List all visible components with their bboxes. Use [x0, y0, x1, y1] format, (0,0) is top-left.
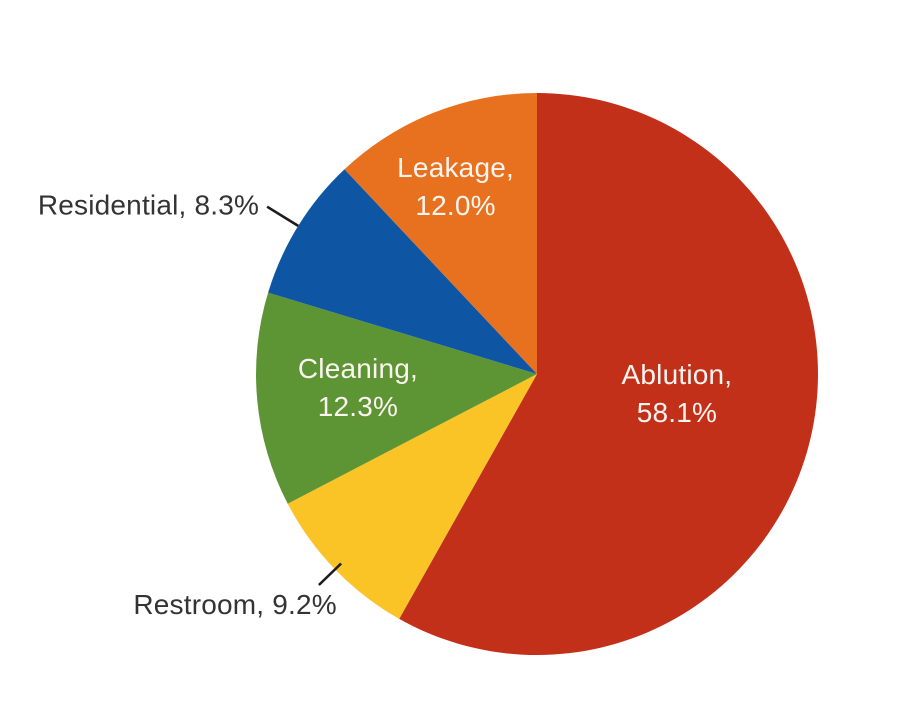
pie-slice-residential	[268, 169, 537, 374]
pie-slice-restroom	[287, 374, 537, 619]
pie-slice-leakage	[344, 93, 537, 374]
leader-line-residential	[266, 205, 299, 228]
pie-slice-ablution	[399, 93, 818, 655]
pie-slice-cleaning	[256, 292, 537, 504]
leader-line-restroom	[317, 562, 343, 586]
